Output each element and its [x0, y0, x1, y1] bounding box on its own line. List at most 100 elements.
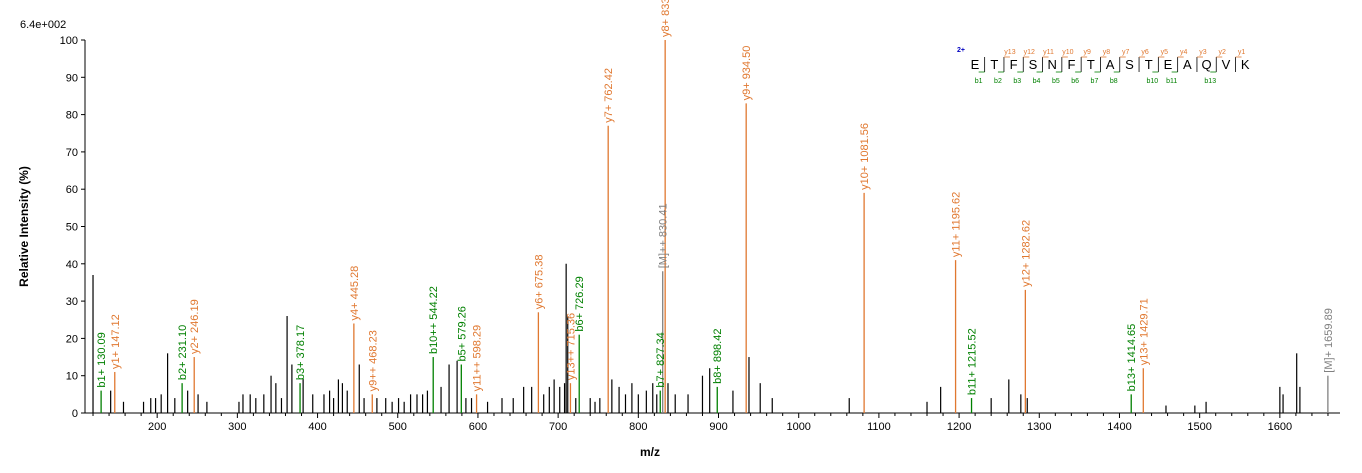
y-ion-label: y6: [1141, 49, 1149, 56]
y-ion-label: y8: [1103, 49, 1111, 56]
sequence-residue: K: [1241, 57, 1250, 72]
x-tick-label: 500: [389, 421, 407, 433]
x-tick-label: 600: [469, 421, 487, 433]
peak-label: y2+ 246.19: [189, 299, 201, 354]
x-tick-label: 1100: [867, 421, 891, 433]
peak-label: y13+ 1429.71: [1138, 298, 1150, 365]
y-ion-label: y11: [1043, 49, 1054, 56]
peak-label: b5+ 579.26: [456, 306, 468, 361]
x-tick-label: 400: [308, 421, 326, 433]
b-ion-label: b7: [1091, 78, 1099, 85]
y-ion-label: y7: [1122, 49, 1130, 56]
sequence-residue: A: [1106, 57, 1115, 72]
peak-label: y12+ 1282.62: [1020, 220, 1032, 287]
y-tick-label: 10: [66, 371, 78, 383]
peaks: [92, 40, 1329, 413]
y-axis-title: Relative Intensity (%): [17, 166, 31, 287]
y-tick-label: 50: [66, 222, 78, 234]
b-ion-label: b11: [1166, 78, 1177, 85]
y-tick-label: 100: [60, 35, 78, 47]
sequence-residue: F: [1068, 57, 1076, 72]
sequence-residue: F: [1010, 57, 1018, 72]
y-ion-label: y4: [1180, 49, 1188, 56]
y-tick-label: 70: [66, 147, 78, 159]
peak-label: b3+ 378.17: [295, 325, 307, 380]
y-ion-label: y1: [1238, 49, 1246, 56]
b-ion-label: b1: [975, 78, 983, 85]
y-tick-label: 0: [72, 408, 78, 420]
sequence-residue: A: [1183, 57, 1192, 72]
x-tick-label: 1300: [1027, 421, 1051, 433]
b-ion-label: b3: [1013, 78, 1021, 85]
peak-label: y13++ 715.36: [565, 313, 577, 380]
y-ion-label: y12: [1024, 49, 1035, 56]
y-ion-label: y3: [1199, 49, 1207, 56]
peak-label: y10+ 1081.56: [859, 123, 871, 190]
x-tick-label: 900: [709, 421, 727, 433]
x-tick-label: 1500: [1187, 421, 1211, 433]
sequence-residue: S: [1029, 57, 1038, 72]
y-tick-label: 30: [66, 296, 78, 308]
peak-label: y1+ 147.12: [110, 314, 122, 369]
peak-labels: b1+ 130.09 y1+ 147.12 b2+ 231.10 y2+ 246.19…: [96, 0, 1335, 395]
y-tick-label: 90: [66, 72, 78, 84]
peak-label: y4+ 445.28: [349, 266, 361, 321]
x-tick-label: 300: [228, 421, 246, 433]
b-ion-label: b10: [1147, 78, 1159, 85]
peak-label: b7+ 827.34: [655, 332, 667, 387]
peak-label: y9+ 934.50: [741, 46, 753, 101]
x-tick-label: 1600: [1268, 421, 1292, 433]
b-ion-label: b6: [1071, 78, 1079, 85]
x-tick-label: 200: [148, 421, 166, 433]
peak-label: y11++ 598.29: [472, 325, 484, 391]
y-tick-label: 20: [66, 333, 78, 345]
b-ion-label: b8: [1110, 78, 1118, 85]
x-tick-label: 1200: [947, 421, 971, 433]
peak-label: b13+ 1414.65: [1126, 324, 1138, 392]
y-tick-label: 80: [66, 110, 78, 122]
b-ion-label: b5: [1052, 78, 1060, 85]
y-ion-label: y9: [1083, 49, 1091, 56]
charge-state: 2+: [957, 47, 965, 54]
axes: 0 10 20 30 40 50 60 70 80 90 100 200 300 400 500 600 700…: [60, 35, 1340, 433]
y-ion-label: y13: [1004, 49, 1015, 56]
peak-label: y6+ 675.38: [533, 255, 545, 310]
y-tick-label: 40: [66, 259, 78, 271]
y-tick-label: 60: [66, 184, 78, 196]
sequence-residue: N: [1048, 57, 1057, 72]
peak-label: y11+ 1195.62: [951, 192, 963, 257]
x-axis-title: m/z: [640, 445, 660, 459]
y-ion-label: y5: [1161, 49, 1169, 56]
peak-label: y7+ 762.42: [603, 68, 615, 123]
sequence-map: 2+E T F S N F T A S T E A Q V Kb1y13b2y12b3y11b4y10b5y…: [957, 47, 1250, 85]
b-ion-label: b13: [1204, 78, 1216, 85]
x-tick-label: 1000: [786, 421, 810, 433]
b-ion-label: b2: [994, 78, 1002, 85]
peak-label: [M]++ 830.41: [658, 203, 670, 268]
sequence-residue: T: [1145, 57, 1153, 72]
peak-label: y9++ 468.23: [367, 330, 379, 391]
peak-label: [M]+ 1659.89: [1323, 308, 1335, 373]
sequence-residue: V: [1222, 57, 1231, 72]
peak-label: b2+ 231.10: [177, 325, 189, 380]
peak-label: b11+ 1215.52: [967, 328, 979, 395]
sequence-residue: S: [1125, 57, 1134, 72]
b-ion-label: b4: [1033, 78, 1041, 85]
sequence-residue: Q: [1202, 57, 1212, 72]
peak-label: b6+ 726.29: [574, 276, 586, 331]
peak-label: y8+ 833.46: [660, 0, 672, 37]
y-ion-label: y2: [1219, 49, 1227, 56]
x-tick-label: 800: [629, 421, 647, 433]
max-intensity-label: 6.4e+002: [20, 19, 66, 31]
sequence-residue: E: [971, 57, 980, 72]
peak-label: b10++ 544.22: [428, 286, 440, 354]
x-tick-label: 1400: [1107, 421, 1131, 433]
sequence-residue: E: [1164, 57, 1173, 72]
y-ion-label: y10: [1062, 49, 1073, 56]
sequence-residue: T: [990, 57, 998, 72]
x-tick-label: 700: [549, 421, 567, 433]
peak-label: b1+ 130.09: [96, 332, 108, 387]
peak-label: b8+ 898.42: [712, 329, 724, 384]
sequence-residue: T: [1087, 57, 1095, 72]
